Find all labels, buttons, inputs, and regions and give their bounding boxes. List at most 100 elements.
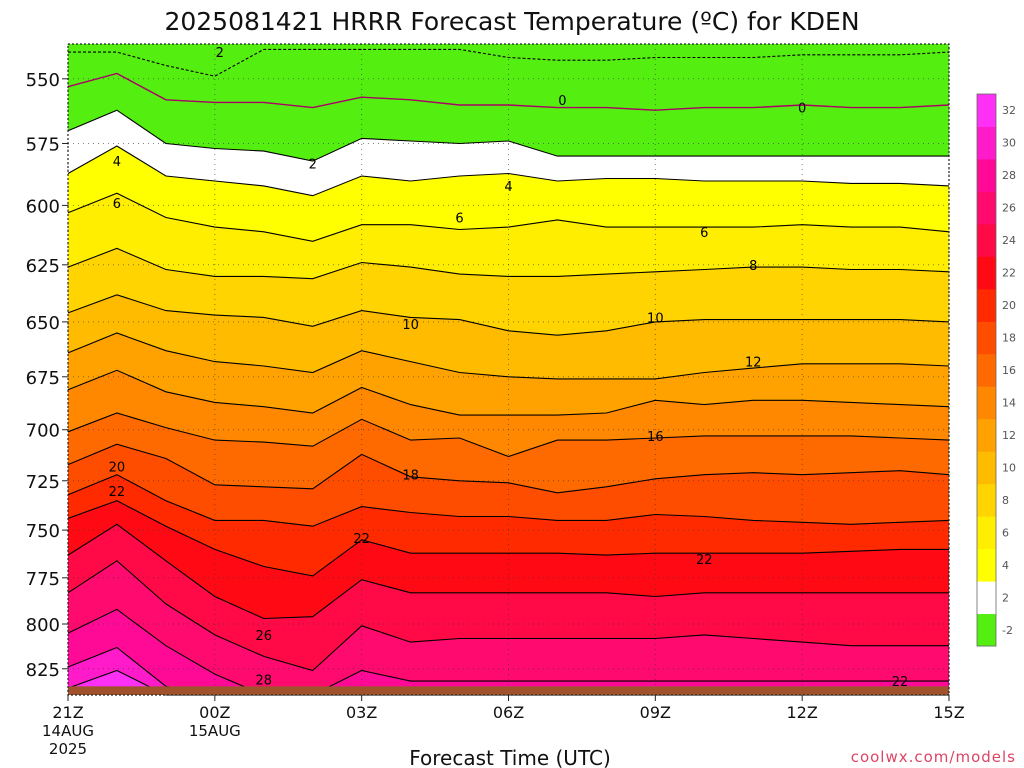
x-tick-date: 15AUG — [189, 722, 241, 740]
colorbar-label: 22 — [1002, 267, 1016, 280]
contour-line-10 — [67, 294, 950, 336]
band-fill--2 — [68, 44, 949, 77]
colorbar-swatch — [977, 288, 996, 322]
x-tick-label: 21Z — [52, 703, 83, 722]
colorbar-frame — [976, 93, 997, 647]
colorbar-label: -2 — [1002, 624, 1013, 637]
colorbar-label: 24 — [1002, 234, 1016, 247]
contour-line-2 — [67, 109, 949, 162]
contour-line-28 — [67, 608, 949, 696]
colorbar-label: 18 — [1002, 332, 1016, 345]
x-tick-label: 00Z — [199, 703, 230, 722]
y-tick-label: 675 — [26, 368, 60, 389]
contour-line-4 — [67, 145, 950, 197]
y-tick-label: 775 — [26, 569, 60, 590]
colorbar-swatch — [977, 158, 996, 192]
x-tick-date: 14AUG — [42, 722, 94, 740]
colorbar-swatch — [977, 548, 996, 582]
credit-text: coolwx.com/models — [851, 748, 1016, 766]
colorbar-swatch — [977, 191, 996, 225]
x-tick-label: 06Z — [493, 703, 524, 722]
contour-label: 6 — [700, 226, 708, 241]
colorbar-label: 14 — [1002, 396, 1016, 409]
y-tick-label: 650 — [26, 313, 60, 334]
colorbar-swatch — [977, 94, 996, 127]
contour-label: 28 — [256, 673, 273, 688]
x-tick-year: 2025 — [49, 740, 87, 758]
chart-title: 2025081421 HRRR Forecast Temperature (ºC… — [164, 7, 859, 36]
contour-line-26 — [67, 560, 949, 672]
y-tick-label: 825 — [26, 660, 60, 681]
contour-label: 26 — [256, 629, 273, 644]
colorbar-label: 10 — [1002, 461, 1016, 474]
colorbar-swatch — [977, 223, 996, 257]
colorbar-swatch — [977, 451, 996, 485]
contour-label: 6 — [113, 197, 121, 212]
colorbar-label: 16 — [1002, 364, 1016, 377]
y-tick-label: 800 — [26, 615, 60, 636]
contour-label: 8 — [749, 259, 757, 274]
colorbar-swatch — [977, 418, 996, 452]
contour-line-22 — [67, 500, 949, 577]
contour-line-24 — [67, 523, 949, 620]
colorbar-swatch — [977, 126, 996, 160]
x-tick-label: 15Z — [933, 703, 964, 722]
colorbar-swatch — [977, 581, 996, 615]
y-tick-label: 575 — [26, 134, 60, 155]
colorbar-label: 20 — [1002, 299, 1016, 312]
contour-line-16 — [67, 412, 950, 458]
contour-label: 18 — [402, 469, 419, 484]
y-tick-label: 600 — [26, 196, 60, 217]
y-tick-label: 700 — [26, 421, 60, 442]
y-tick-label: 550 — [26, 70, 60, 91]
colorbar-label: 32 — [1002, 104, 1016, 117]
x-tick-label: 03Z — [346, 703, 377, 722]
contour-line-0 — [67, 72, 950, 111]
colorbar-label: 28 — [1002, 169, 1016, 182]
colorbar-swatch — [977, 613, 996, 647]
y-tick-label: 625 — [26, 256, 60, 277]
contour-line--2 — [68, 48, 950, 77]
colorbar-label: 6 — [1002, 526, 1009, 539]
contour-label: 20 — [109, 461, 126, 476]
contour-label: 22 — [892, 675, 909, 690]
contour-label: 6 — [455, 211, 463, 226]
colorbar-label: 12 — [1002, 429, 1016, 442]
contour-label: 0 — [558, 94, 566, 109]
colorbar-label: 30 — [1002, 137, 1016, 150]
colorbar-label: 8 — [1002, 494, 1009, 507]
colorbar-swatch — [977, 321, 996, 355]
colorbar-swatch — [977, 483, 996, 517]
contour-label: 2 — [309, 158, 317, 173]
colorbar-swatch — [977, 353, 996, 387]
x-tick-label: 12Z — [787, 703, 818, 722]
colorbar-label: 26 — [1002, 202, 1016, 215]
contour-line-8 — [67, 247, 950, 280]
contour-label: 4 — [113, 155, 121, 170]
contour-line-6 — [67, 192, 950, 242]
contour-label: 12 — [745, 356, 762, 371]
x-tick-label: 09Z — [640, 703, 671, 722]
x-axis-label: Forecast Time (UTC) — [409, 746, 611, 768]
contour-label: 2 — [216, 46, 224, 61]
contour-line-20 — [67, 474, 950, 527]
colorbar-swatch — [977, 386, 996, 420]
contour-line-18 — [67, 443, 950, 494]
contour-label: 4 — [504, 180, 512, 195]
colorbar-label: 2 — [1002, 591, 1009, 604]
band-fill-2 — [68, 44, 949, 162]
contour-label: 22 — [109, 485, 126, 500]
contour-label: 22 — [696, 553, 713, 568]
y-tick-label: 750 — [26, 521, 60, 542]
colorbar-label: 4 — [1002, 559, 1009, 572]
y-tick-label: 725 — [26, 472, 60, 493]
contour-label: 22 — [353, 532, 370, 547]
contour-label: 10 — [402, 318, 419, 333]
colorbar-swatch — [977, 516, 996, 550]
y-axis: 550 575 600 625 650 675 700 725 750 775 800 825 — [26, 70, 68, 681]
contour-label: 10 — [647, 311, 664, 326]
